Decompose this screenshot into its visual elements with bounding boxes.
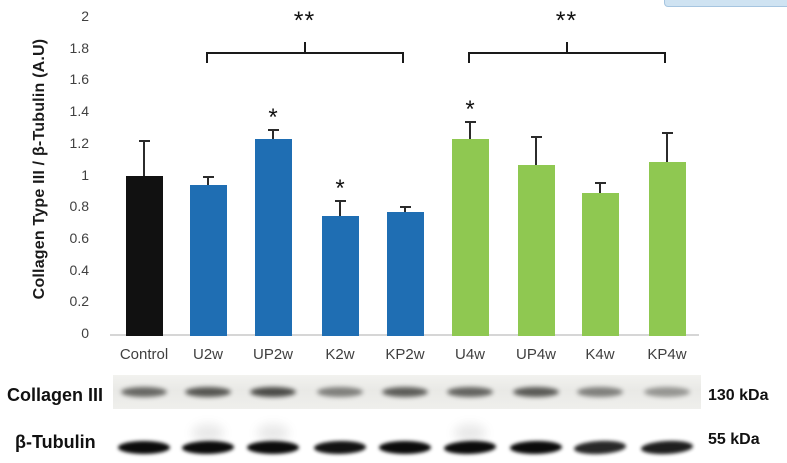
chart-bar: [254, 139, 292, 336]
error-bar-line: [599, 183, 601, 194]
y-tick-label: 0.4: [69, 261, 89, 278]
blot-size-label-130kda: 130 kDa: [708, 387, 769, 404]
bracket-end: [402, 52, 404, 63]
y-tick-label: 0: [81, 325, 89, 341]
error-bar-cap: [594, 182, 606, 185]
blot-row-label-tubulin: β-Tubulin: [15, 432, 96, 452]
y-tick-label: 1.8: [69, 39, 89, 56]
collagen-band: [447, 387, 493, 397]
tubulin-band: [118, 441, 170, 454]
y-tick-label: 1.2: [69, 134, 89, 151]
error-bar-cap: [202, 176, 214, 179]
significance-double-star: **: [293, 7, 316, 35]
y-tick-label: 1.6: [69, 71, 89, 88]
blot-row-label-collagen: Collagen III: [7, 385, 104, 405]
blot-smudge: [454, 424, 486, 442]
significance-star: *: [465, 95, 475, 123]
error-bar-cap: [464, 120, 476, 123]
chart-bar: [189, 185, 227, 336]
tubulin-band: [379, 441, 431, 454]
blot-smudge: [192, 424, 224, 442]
y-tick-label: 1.4: [69, 103, 89, 120]
error-bar-cap: [267, 128, 279, 131]
cropped-button-fragment[interactable]: [664, 0, 787, 7]
x-category-label: U2w: [192, 346, 223, 363]
x-category-label: U4w: [454, 346, 485, 363]
collagen-band: [250, 387, 296, 397]
significance-star: *: [335, 174, 345, 202]
chart-bar: [648, 161, 686, 336]
tubulin-band: [443, 440, 497, 455]
y-tick-label: 2: [81, 8, 89, 24]
error-bar-line: [339, 200, 341, 216]
tubulin-band: [247, 441, 299, 454]
error-bar-cap: [399, 206, 411, 209]
chart-bar: [321, 215, 359, 336]
collagen-band: [577, 387, 623, 397]
blot-smudge: [257, 424, 289, 442]
chart-bar: [451, 139, 489, 336]
bracket-line: [468, 52, 665, 54]
tubulin-band: [509, 440, 563, 455]
chart-bar: [517, 164, 555, 336]
tubulin-band: [640, 439, 694, 456]
y-tick-label: 0.2: [69, 293, 89, 310]
bracket-end: [206, 52, 208, 63]
error-bar-line: [207, 177, 209, 186]
tubulin-band: [181, 440, 235, 455]
bracket-center-tick: [565, 42, 568, 52]
collagen-band: [513, 387, 559, 397]
error-bar-line: [272, 129, 274, 140]
error-bar-line: [143, 140, 145, 176]
error-bar-cap: [138, 139, 150, 142]
bracket-end: [664, 52, 666, 63]
significance-double-star: **: [555, 7, 578, 35]
collagen-band: [121, 387, 167, 397]
chart-bar: [386, 212, 424, 336]
collagen-band: [317, 387, 363, 397]
tubulin-band: [313, 440, 367, 455]
y-tick-label: 0.8: [69, 198, 89, 215]
tubulin-band: [573, 439, 627, 456]
error-bar-line: [666, 132, 668, 162]
x-category-label: Control: [119, 346, 169, 363]
bracket-line: [206, 52, 403, 54]
x-category-label: UP4w: [515, 346, 556, 363]
x-category-label: UP2w: [252, 346, 293, 363]
collagen-band: [644, 387, 690, 397]
error-bar-line: [469, 121, 471, 140]
x-category-label: K4w: [585, 346, 615, 363]
x-category-label: KP2w: [385, 346, 425, 363]
bracket-center-tick: [303, 42, 306, 52]
chart-bar: [581, 193, 619, 336]
y-tick-label: 0.6: [69, 229, 89, 246]
error-bar-cap: [661, 131, 673, 134]
x-category-label: K2w: [325, 346, 355, 363]
error-bar-line: [535, 137, 537, 165]
error-bar-cap: [334, 199, 346, 202]
collagen-band: [382, 387, 428, 397]
bracket-end: [468, 52, 470, 63]
y-tick-label: 1: [81, 166, 89, 183]
x-category-label: KP4w: [647, 346, 687, 363]
significance-star: *: [268, 103, 278, 131]
collagen-band: [185, 387, 231, 397]
blot-size-label-55kda: 55 kDa: [708, 431, 760, 448]
error-bar-line: [404, 207, 406, 213]
chart-bar: [125, 175, 163, 336]
error-bar-cap: [530, 136, 542, 139]
